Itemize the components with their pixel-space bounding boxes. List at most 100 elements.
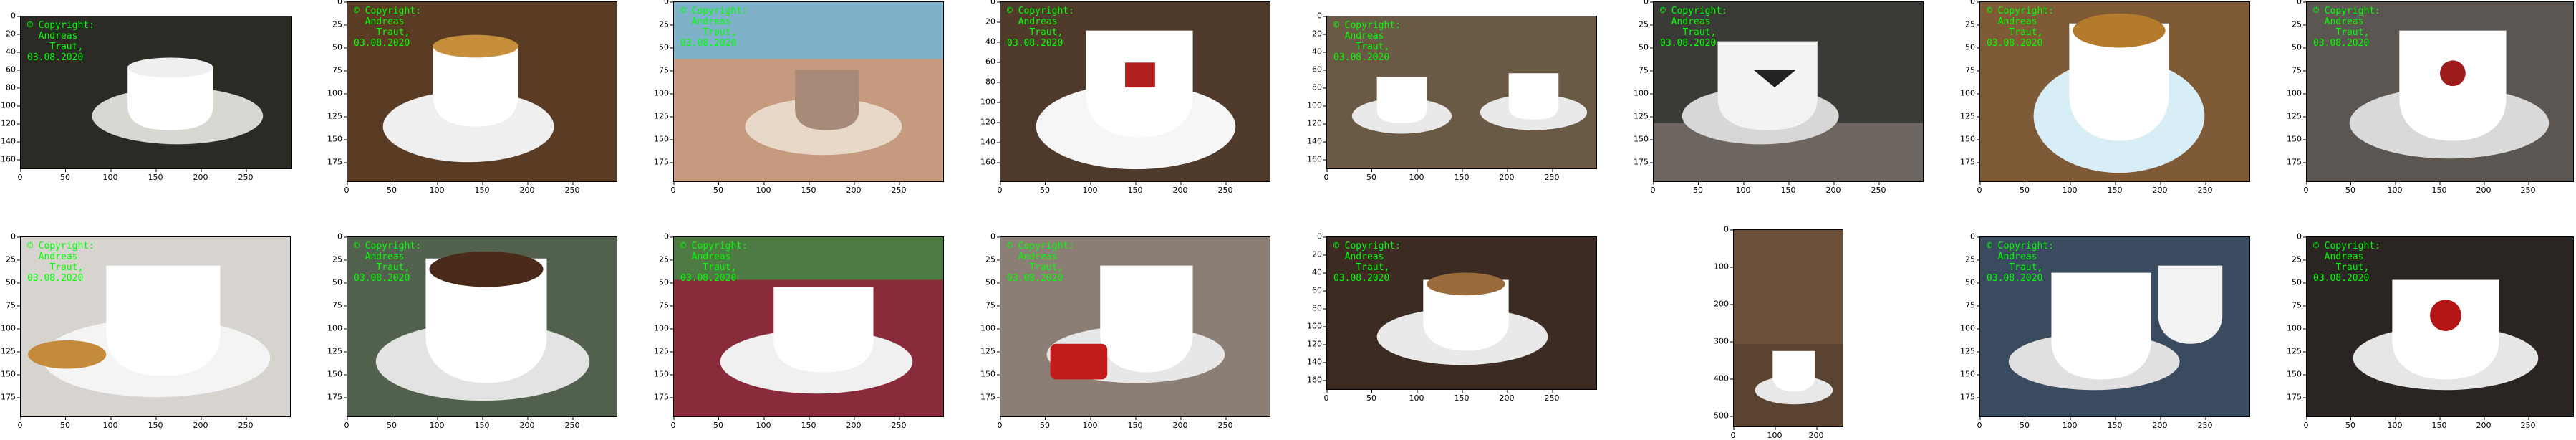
y-tick: 25	[332, 254, 347, 264]
y-tick: 150	[327, 369, 347, 379]
wm-line4: 03.08.2020	[680, 38, 737, 49]
y-tick: 75	[1639, 65, 1653, 75]
wm-line4: 03.08.2020	[2313, 273, 2370, 284]
x-tick: 50	[2345, 417, 2355, 430]
y-tick: 40	[6, 47, 20, 57]
wm-line1: © Copyright:	[2313, 241, 2380, 252]
wm-line1: © Copyright:	[354, 241, 421, 252]
coffee-photo-7	[1980, 2, 2249, 181]
y-tick: 175	[1, 392, 20, 402]
x-tick: 50	[2020, 417, 2030, 430]
y-tick: 25	[1965, 19, 1979, 29]
y-tick: 150	[980, 369, 1000, 379]
y-tick: 50	[1965, 42, 1979, 52]
y-tick: 20	[1312, 29, 1326, 39]
x-tick: 50	[1366, 390, 1376, 403]
y-tick: 50	[985, 277, 1000, 287]
wm-line1: © Copyright:	[1007, 6, 1074, 16]
photo-image-16	[2306, 236, 2574, 417]
wm-line3: Traut,	[1029, 262, 1063, 273]
x-tick: 200	[1172, 182, 1188, 195]
y-tick: 0	[990, 0, 1000, 6]
coffee-photo-9	[21, 237, 290, 416]
y-tick: 75	[659, 65, 673, 75]
y-tick: 150	[1960, 134, 1979, 144]
y-tick: 300	[1714, 336, 1733, 346]
y-tick: 75	[659, 300, 673, 310]
photo-panel-15: © Copyright: Andreas Traut, 03.08.2020 0…	[1960, 233, 2250, 429]
x-tick: 50	[60, 417, 70, 430]
y-tick: 160	[980, 157, 1000, 167]
coffee-photo-6	[1654, 2, 1923, 181]
wm-line4: 03.08.2020	[354, 38, 410, 49]
x-tick: 100	[756, 417, 771, 430]
wm-line1: © Copyright:	[1333, 20, 1401, 31]
y-tick: 125	[2287, 346, 2306, 356]
wm-line4: 03.08.2020	[27, 273, 84, 284]
coffee-photo-13	[1327, 237, 1596, 389]
y-tick: 160	[1, 154, 20, 164]
y-tick: 175	[327, 157, 347, 167]
y-tick: 50	[2292, 277, 2306, 287]
wm-line2: Andreas	[1344, 31, 1384, 42]
x-tick: 0	[344, 417, 349, 430]
y-tick: 100	[1960, 323, 1979, 333]
photo-panel-7: © Copyright: Andreas Traut, 03.08.2020 0…	[1960, 0, 2250, 194]
copyright-watermark-5: © Copyright: Andreas Traut, 03.08.2020	[1333, 20, 1401, 63]
copyright-watermark-10: © Copyright: Andreas Traut, 03.08.2020	[354, 241, 421, 284]
x-tick: 0	[997, 417, 1003, 430]
x-tick: 150	[2431, 417, 2447, 430]
wm-line1: © Copyright:	[1987, 6, 2054, 16]
y-tick: 20	[6, 29, 20, 39]
x-tick: 100	[429, 182, 445, 195]
copyright-watermark-8: © Copyright: Andreas Traut, 03.08.2020	[2313, 6, 2380, 49]
x-tick: 250	[1544, 390, 1560, 403]
y-tick: 100	[654, 88, 673, 98]
y-tick: 140	[1, 136, 20, 146]
coffee-photo-4	[1000, 2, 1270, 181]
y-tick: 50	[332, 277, 347, 287]
y-tick: 20	[985, 16, 1000, 27]
x-tick: 200	[1825, 182, 1841, 195]
y-tick: 100	[1307, 100, 1326, 110]
y-tick: 25	[2292, 19, 2306, 29]
wm-line3: Traut,	[1356, 42, 1390, 52]
x-tick: 100	[1767, 427, 1783, 440]
y-tick: 0	[11, 11, 20, 21]
photo-image-13	[1326, 236, 1597, 390]
wm-line1: © Copyright:	[27, 20, 95, 31]
wm-line4: 03.08.2020	[680, 273, 737, 284]
x-tick: 250	[1217, 417, 1233, 430]
y-tick: 0	[1970, 0, 1979, 6]
wm-line4: 03.08.2020	[1987, 38, 2043, 49]
y-tick: 100	[2287, 88, 2306, 98]
wm-line2: Andreas	[2324, 252, 2364, 262]
y-tick: 120	[1, 118, 20, 128]
x-tick: 250	[891, 417, 907, 430]
y-tick: 100	[1634, 88, 1653, 98]
copyright-watermark-13: © Copyright: Andreas Traut, 03.08.2020	[1333, 241, 1401, 284]
x-tick: 200	[2152, 182, 2168, 195]
wm-line1: © Copyright:	[1333, 241, 1401, 252]
wm-line4: 03.08.2020	[1333, 52, 1390, 63]
x-tick: 50	[60, 169, 70, 182]
x-tick: 50	[1040, 182, 1050, 195]
wm-line1: © Copyright:	[1007, 241, 1074, 252]
wm-line2: Andreas	[1997, 16, 2037, 27]
x-tick: 0	[1650, 182, 1656, 195]
y-tick: 150	[654, 369, 673, 379]
wm-line2: Andreas	[1997, 252, 2037, 262]
x-tick: 150	[148, 417, 163, 430]
wm-line1: © Copyright:	[1660, 6, 1727, 16]
coffee-photo-16	[2307, 237, 2573, 416]
wm-line1: © Copyright:	[680, 6, 748, 16]
y-tick: 50	[2292, 42, 2306, 52]
wm-line2: Andreas	[365, 16, 405, 27]
y-tick: 0	[2297, 231, 2306, 241]
y-tick: 160	[1307, 154, 1326, 164]
y-tick: 0	[2297, 0, 2306, 6]
x-tick: 0	[1730, 427, 1736, 440]
y-tick: 125	[1960, 111, 1979, 121]
x-tick: 250	[891, 182, 907, 195]
y-tick: 125	[980, 346, 1000, 356]
